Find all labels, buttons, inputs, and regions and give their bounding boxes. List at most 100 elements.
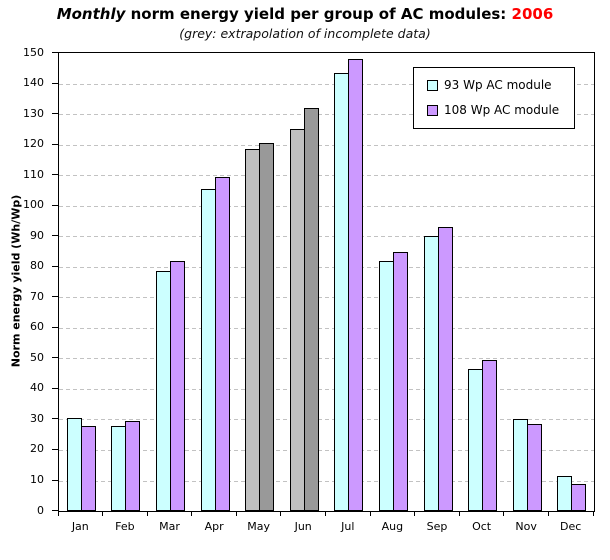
bar-nov-108wp xyxy=(526,424,542,511)
bar-apr-108wp xyxy=(214,176,230,511)
bar-mar-93wp xyxy=(156,271,171,511)
chart-subtitle: (grey: extrapolation of incomplete data) xyxy=(179,26,431,41)
x-tick-11 xyxy=(547,511,549,516)
y-tick-110 xyxy=(52,174,58,176)
month-label-nov: Nov xyxy=(515,520,537,533)
gridline-10 xyxy=(59,480,594,482)
y-tick-label-110: 110 xyxy=(23,167,44,181)
month-label-sep: Sep xyxy=(426,520,448,533)
chart-title-main: norm energy yield per group of AC module… xyxy=(125,5,512,23)
month-label-oct: Oct xyxy=(472,520,492,533)
bar-apr-93wp xyxy=(200,188,216,511)
y-tick-70 xyxy=(52,296,58,298)
bar-feb-108wp xyxy=(125,420,141,511)
y-tick-label-90: 90 xyxy=(30,228,44,242)
y-tick-30 xyxy=(52,418,58,420)
y-tick-label-30: 30 xyxy=(30,411,44,425)
y-tick-label-60: 60 xyxy=(30,320,44,334)
gridline-90 xyxy=(59,236,594,238)
y-tick-label-150: 150 xyxy=(23,45,44,59)
bar-jun-93wp xyxy=(289,129,305,511)
y-tick-label-120: 120 xyxy=(23,137,44,151)
y-tick-90 xyxy=(52,235,58,237)
gridline-30 xyxy=(59,419,594,421)
month-label-apr: Apr xyxy=(204,520,224,533)
legend-swatch-93wp xyxy=(427,79,438,91)
y-tick-label-140: 140 xyxy=(23,76,44,89)
bar-mar-108wp xyxy=(170,260,185,511)
month-label-may: May xyxy=(247,520,270,533)
chart-title-italic-word: Monthly xyxy=(56,5,126,23)
y-tick-140 xyxy=(52,82,58,84)
y-tick-label-130: 130 xyxy=(23,106,44,120)
y-tick-label-50: 50 xyxy=(30,350,44,364)
y-tick-50 xyxy=(52,357,58,359)
y-tick-label-40: 40 xyxy=(30,381,44,395)
y-tick-80 xyxy=(52,265,58,267)
y-tick-40 xyxy=(52,387,58,389)
gridline-70 xyxy=(59,297,594,299)
bar-sep-108wp xyxy=(437,227,453,511)
x-tick-8 xyxy=(414,511,416,516)
legend-item-108wp: 108 Wp AC module xyxy=(427,101,574,119)
y-tick-130 xyxy=(52,113,58,115)
bar-jul-93wp xyxy=(334,72,350,511)
gridline-20 xyxy=(59,449,594,451)
bar-may-108wp xyxy=(259,143,275,511)
bar-may-93wp xyxy=(245,149,261,511)
y-tick-label-80: 80 xyxy=(30,259,44,273)
legend: 93 Wp AC module 108 Wp AC module xyxy=(413,67,575,129)
bar-jan-93wp xyxy=(66,417,82,511)
x-tick-0 xyxy=(57,511,59,516)
x-tick-6 xyxy=(325,511,326,516)
bar-dec-108wp xyxy=(571,483,587,511)
y-tick-60 xyxy=(52,326,58,328)
month-label-dec: Dec xyxy=(560,520,582,533)
gridline-140 xyxy=(59,83,594,85)
bar-jul-108wp xyxy=(348,59,364,511)
y-tick-label-100: 100 xyxy=(23,198,44,212)
legend-swatch-108wp xyxy=(427,104,438,116)
chart-title: Monthly norm energy yield per group of A… xyxy=(0,5,610,23)
y-tick-0 xyxy=(52,510,58,511)
y-tick-120 xyxy=(52,143,58,145)
x-tick-2 xyxy=(146,511,148,516)
y-tick-10 xyxy=(52,479,58,481)
bar-jan-108wp xyxy=(80,425,96,511)
x-axis-labels: Jan Feb Mar Apr May Jun Jul Aug Sep Oct Nov Dec xyxy=(58,511,593,541)
gridline-50 xyxy=(59,358,594,360)
x-tick-3 xyxy=(191,511,193,516)
gridline-60 xyxy=(59,327,594,329)
bar-nov-93wp xyxy=(512,419,528,511)
x-tick-12 xyxy=(592,511,594,516)
bar-jun-108wp xyxy=(303,108,319,511)
y-tick-label-70: 70 xyxy=(30,289,44,303)
legend-label-108wp: 108 Wp AC module xyxy=(444,103,560,117)
gridline-40 xyxy=(59,388,594,390)
y-tick-label-20: 20 xyxy=(30,442,44,456)
x-tick-4 xyxy=(235,511,237,516)
bar-oct-108wp xyxy=(482,359,497,511)
y-tick-label-10: 10 xyxy=(30,473,44,486)
month-label-jul: Jul xyxy=(341,520,355,533)
x-tick-10 xyxy=(503,511,505,516)
y-axis-labels: 0 10 20 30 40 50 60 70 80 90 100 110 120 130 140 150 xyxy=(0,46,54,517)
x-tick-5 xyxy=(280,511,282,516)
y-tick-20 xyxy=(52,448,58,450)
x-tick-7 xyxy=(369,511,371,516)
x-tick-9 xyxy=(458,511,460,516)
chart-title-year: 2006 xyxy=(511,5,554,23)
gridline-100 xyxy=(59,205,594,207)
bar-aug-108wp xyxy=(392,251,408,511)
bar-sep-93wp xyxy=(423,236,439,511)
month-label-feb: Feb xyxy=(115,520,135,533)
month-label-jun: Jun xyxy=(294,520,312,533)
gridline-120 xyxy=(59,144,594,146)
legend-label-93wp: 93 Wp AC module xyxy=(444,78,552,92)
gridline-80 xyxy=(59,266,594,268)
y-tick-100 xyxy=(52,204,58,206)
bar-aug-93wp xyxy=(378,260,394,511)
month-label-aug: Aug xyxy=(381,520,404,533)
y-tick-label-0: 0 xyxy=(37,503,44,517)
